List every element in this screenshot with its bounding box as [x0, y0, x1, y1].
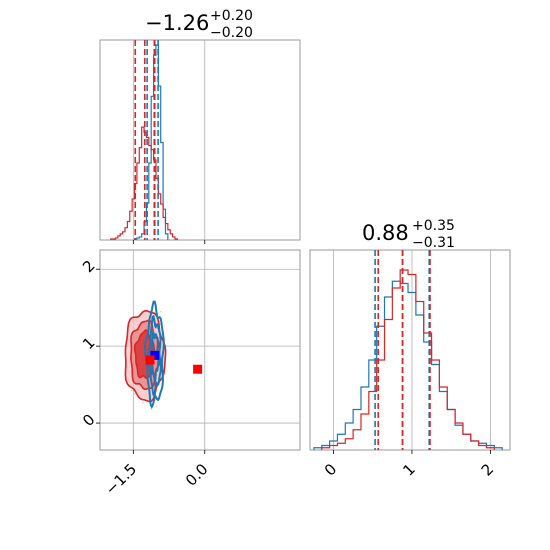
x-tick-labels: 0 1 2	[321, 460, 497, 479]
x-tick-labels: −1.5 0.0	[102, 460, 212, 498]
panel-histogram-x: −1.26 +0.20 −0.20	[99, 8, 301, 244]
x-tick-label: 0.0	[182, 460, 212, 490]
title-sub: −0.20	[210, 25, 253, 41]
contours	[124, 300, 167, 410]
histogram-step	[133, 44, 169, 240]
contour-blue	[143, 300, 165, 410]
grid	[333, 250, 491, 454]
histogram-step	[321, 269, 495, 450]
panel-frame	[309, 249, 511, 451]
marker-square	[150, 350, 160, 360]
panel-frame	[99, 39, 301, 241]
x-tick-label: 0	[321, 460, 340, 479]
y-tick-label: 0	[79, 411, 98, 430]
marker-square	[145, 355, 155, 365]
grid	[132, 40, 206, 244]
contour-blue	[147, 314, 162, 398]
quantile-lines	[134, 40, 159, 240]
markers	[145, 350, 203, 374]
x-tick-label: −1.5	[102, 460, 140, 498]
marker-square	[193, 364, 203, 374]
title-sup: +0.20	[210, 8, 253, 24]
title-sub: −0.31	[412, 235, 455, 251]
y-tick-labels: 0 1 2	[79, 257, 98, 430]
panel-title: 0.88	[362, 221, 409, 245]
x-tick-label: 2	[478, 460, 497, 479]
x-tick-label: 1	[399, 460, 418, 479]
scatter-point	[130, 389, 133, 392]
y-tick-label: 2	[79, 257, 98, 276]
panel-scatter: −1.5 0.0 0 1 2	[79, 249, 301, 499]
quantile-lines	[374, 250, 431, 450]
title-sup: +0.35	[412, 218, 455, 234]
scatter-point	[141, 401, 144, 404]
panel-histogram-y: 0 1 2 0.88 +0.35 −0.31	[309, 218, 511, 480]
panel-title: −1.26	[145, 11, 209, 35]
y-tick-label: 1	[79, 334, 98, 353]
scatter-point	[159, 310, 162, 313]
scatter-point	[155, 405, 158, 408]
scatter-point	[133, 392, 136, 395]
histogram-series	[313, 269, 503, 450]
